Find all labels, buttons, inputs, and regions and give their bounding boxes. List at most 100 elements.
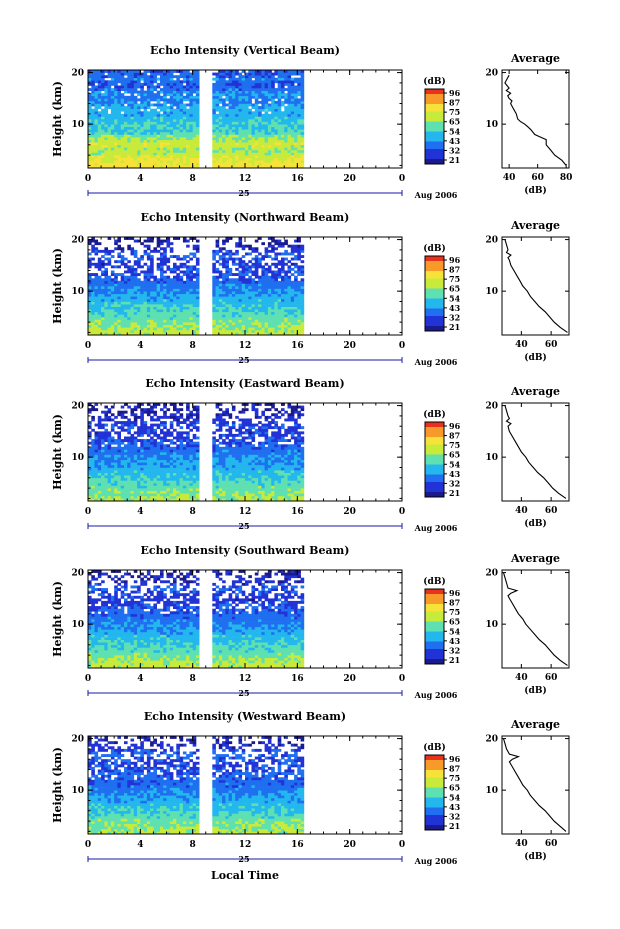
heatmap-cell <box>274 165 278 169</box>
heatmap-cell <box>166 265 171 269</box>
heatmap-cell <box>173 265 177 269</box>
heatmap-cell <box>91 160 95 164</box>
heatmap-cell <box>130 100 135 104</box>
heatmap-cell <box>97 462 102 466</box>
heatmap-cell <box>228 319 233 323</box>
colorbar-swatch <box>425 106 444 110</box>
heatmap-cell <box>228 273 233 276</box>
heatmap-cell <box>143 82 148 86</box>
heatmap-cell <box>166 72 171 76</box>
heatmap-cell <box>97 165 102 169</box>
heatmap-cell <box>258 237 262 240</box>
heatmap-cell <box>133 480 138 484</box>
heatmap-cell <box>156 265 161 269</box>
heatmap-cell <box>117 441 121 445</box>
heatmap-cell <box>212 314 216 318</box>
heatmap-cell <box>261 70 265 73</box>
heatmap-cell <box>120 155 125 158</box>
heatmap-cell <box>97 495 102 499</box>
heatmap-cell <box>124 480 128 484</box>
heatmap-cell <box>110 327 115 331</box>
heatmap-cell <box>124 157 128 161</box>
heatmap-cell <box>120 108 125 112</box>
heatmap-cell <box>94 262 99 266</box>
heatmap-cell <box>140 306 144 310</box>
heatmap-cell <box>160 106 164 109</box>
heatmap-cell <box>124 270 128 274</box>
heatmap-cell <box>104 82 108 86</box>
heatmap-cell <box>163 95 167 99</box>
heatmap-cell <box>143 239 148 243</box>
heatmap-cell <box>261 108 265 112</box>
heatmap-cell <box>107 275 112 279</box>
heatmap-cell <box>104 444 108 448</box>
heatmap-cell <box>94 239 99 243</box>
heatmap-cell <box>104 472 108 476</box>
heatmap-cell <box>143 262 148 266</box>
heatmap-cell <box>124 493 128 497</box>
heatmap-cell <box>160 157 164 161</box>
heatmap-cell <box>110 464 115 468</box>
heatmap-cell <box>195 108 200 112</box>
heatmap-cell <box>195 70 200 73</box>
heatmap-cell <box>140 100 144 104</box>
heatmap-cell <box>137 480 141 484</box>
heatmap-cell <box>104 252 108 256</box>
heatmap-cell <box>114 72 118 76</box>
heatmap-cell <box>130 106 135 109</box>
heatmap-cell <box>153 309 157 313</box>
heatmap-cell <box>91 415 95 419</box>
heatmap-cell <box>186 70 190 73</box>
heatmap-cell <box>186 134 190 138</box>
heatmap-cell <box>179 288 184 292</box>
heatmap-cell <box>192 142 197 146</box>
heatmap-cell <box>104 428 108 432</box>
heatmap-cell <box>101 426 105 430</box>
heatmap-cell <box>192 237 197 240</box>
heatmap-cell <box>300 152 305 156</box>
heatmap-cell <box>235 149 239 153</box>
heatmap-cell <box>300 270 305 274</box>
heatmap-cell <box>228 80 233 84</box>
heatmap-cell <box>218 160 223 164</box>
heatmap-cell <box>284 332 288 336</box>
heatmap-cell <box>235 324 239 328</box>
heatmap-cell <box>130 270 135 274</box>
heatmap-cell <box>91 111 95 115</box>
heatmap-cell <box>88 70 92 73</box>
heatmap-cell <box>192 267 197 271</box>
heatmap-cell <box>114 280 118 284</box>
heatmap-cell <box>130 98 135 102</box>
heatmap-cell <box>91 126 95 130</box>
heatmap-cell <box>156 283 161 287</box>
heatmap-cell <box>222 332 226 336</box>
heatmap-cell <box>101 309 105 313</box>
heatmap-cell <box>140 129 144 133</box>
heatmap-cell <box>127 431 131 435</box>
heatmap-cell <box>267 275 272 279</box>
heatmap-cell <box>117 490 121 494</box>
heatmap-cell <box>300 273 305 276</box>
heatmap-cell <box>124 134 128 138</box>
heatmap-cell <box>130 314 135 318</box>
heatmap-cell <box>133 283 138 287</box>
heatmap-cell <box>97 296 102 300</box>
heatmap-cell <box>107 165 112 169</box>
heatmap-cell <box>218 152 223 156</box>
heatmap-cell <box>120 126 125 130</box>
heatmap-cell <box>97 324 102 328</box>
heatmap-cell <box>290 267 295 271</box>
heatmap-cell <box>150 296 154 300</box>
heatmap-cell <box>248 80 252 84</box>
heatmap-cell <box>264 75 269 79</box>
heatmap-cell <box>281 327 285 331</box>
heatmap-cell <box>114 462 118 466</box>
heatmap-cell <box>101 467 105 471</box>
heatmap-cell <box>261 113 265 117</box>
heatmap-cell <box>277 239 282 243</box>
heatmap-cell <box>241 82 246 86</box>
heatmap-cell <box>117 327 121 331</box>
heatmap-cell <box>274 255 278 258</box>
heatmap-cell <box>195 275 200 279</box>
heatmap-cell <box>264 296 269 300</box>
